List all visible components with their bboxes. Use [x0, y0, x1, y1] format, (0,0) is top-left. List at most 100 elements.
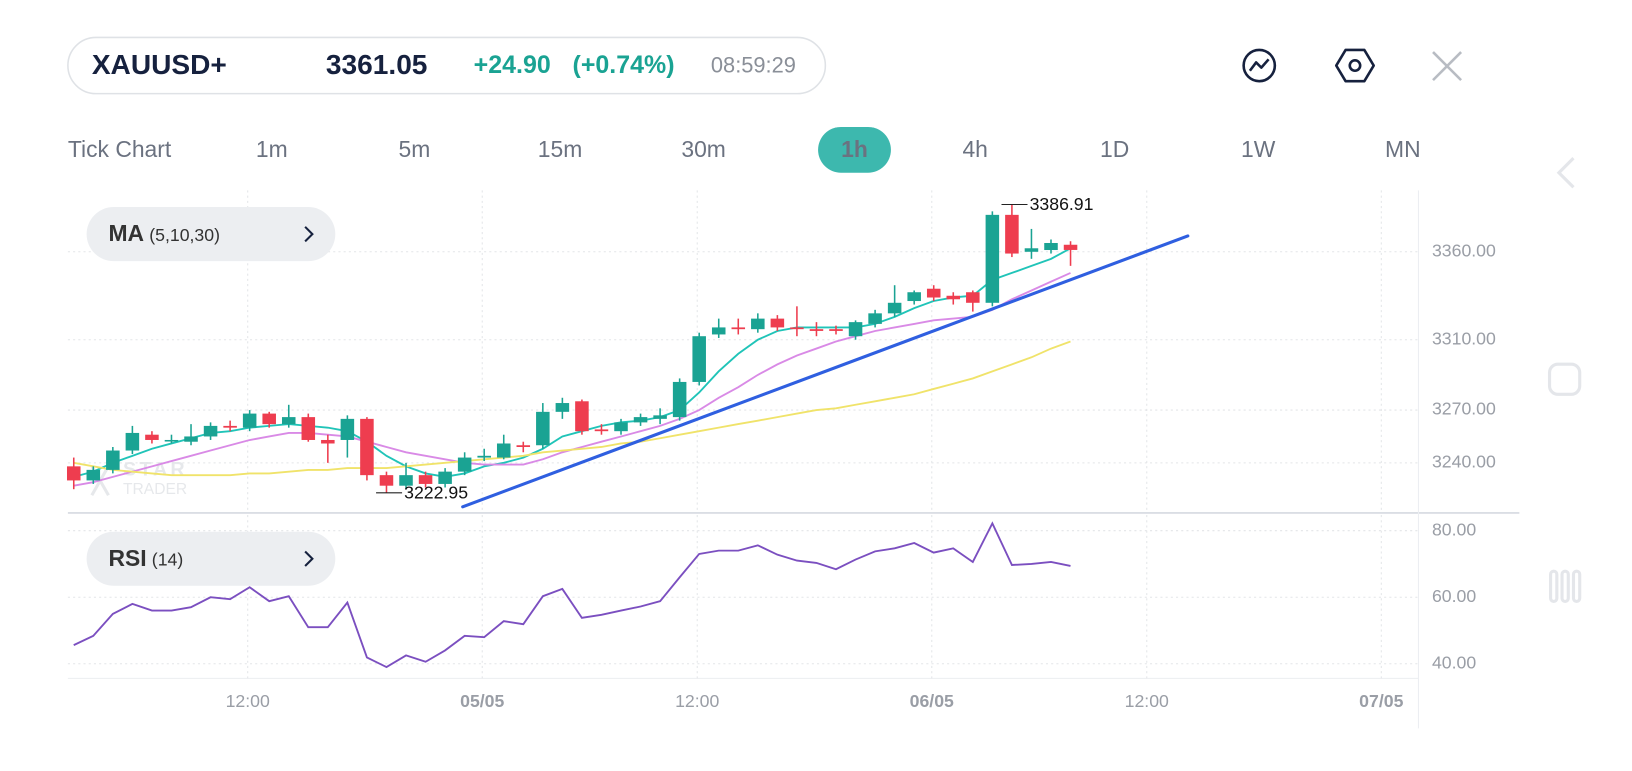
- extreme-label: 3386.91: [1030, 194, 1094, 214]
- timeframe-bar: Tick Chart 1m 5m 15m 30m 1h 4h 1D 1W MN: [68, 126, 1421, 173]
- candle-body: [1044, 242, 1058, 251]
- candle-body: [868, 313, 882, 324]
- candle-body: [516, 445, 531, 448]
- candle-body: [457, 457, 472, 472]
- candle-body: [751, 318, 765, 330]
- panel: 3240.00 3270.00 3310.00 3360.00 3386.91 3222.…: [66, 190, 1496, 513]
- timeframe-tab[interactable]: 5m: [398, 136, 430, 162]
- candle-body: [848, 322, 863, 337]
- layout-icon[interactable]: [1547, 362, 1582, 396]
- rsi-line: [73, 521, 1071, 669]
- candle-body: [340, 418, 355, 440]
- timeframe-tab[interactable]: 1h: [841, 136, 868, 162]
- candle-body: [438, 471, 452, 484]
- candle-body: [223, 425, 237, 428]
- symbol-bar: [67, 36, 827, 95]
- candle-body: [731, 327, 746, 330]
- timeframe-tab[interactable]: 4h: [962, 136, 987, 162]
- price-change-pct: (+0.74%): [573, 51, 675, 79]
- candle-body: [887, 302, 902, 314]
- candle-body: [907, 292, 921, 302]
- candle-body: [1024, 248, 1039, 252]
- candle-body: [301, 417, 316, 440]
- moving-average-line: [73, 247, 1071, 478]
- timeframe-tab[interactable]: 15m: [538, 136, 583, 162]
- timeframe-tab[interactable]: 1D: [1100, 136, 1129, 162]
- indicator-params: (14): [152, 549, 183, 569]
- candle-body: [614, 422, 628, 432]
- indicator-name: MA: [108, 220, 144, 246]
- candle-body: [555, 403, 570, 412]
- quote-time: 08:59:29: [711, 52, 796, 77]
- candle-body: [575, 401, 589, 432]
- close-button[interactable]: [1432, 51, 1463, 82]
- y-tick-label: 3270.00: [1432, 399, 1496, 419]
- candle-body: [281, 417, 296, 425]
- indicator-chevron: [304, 550, 314, 567]
- candle-body: [418, 475, 433, 484]
- candle-body: [536, 411, 550, 446]
- watermark-text: TRADER: [123, 481, 187, 498]
- candle-body: [926, 288, 941, 298]
- indicator-pill[interactable]: [86, 207, 336, 262]
- candle-body: [321, 439, 335, 444]
- y-tick-label: 40.00: [1432, 652, 1476, 672]
- y-tick-label: 60.00: [1432, 586, 1476, 606]
- timeframe-tab[interactable]: 30m: [681, 136, 726, 162]
- candle-body: [809, 329, 824, 331]
- candle-body: [496, 443, 511, 458]
- symbol: XAUUSD+: [92, 49, 227, 80]
- watermark-text: STAR: [123, 459, 188, 481]
- timeframe-tab[interactable]: 1m: [256, 136, 288, 162]
- candle-body: [86, 469, 101, 481]
- candle-body: [477, 455, 491, 458]
- price-change: +24.90: [474, 51, 551, 79]
- x-tick-label: 06/05: [910, 691, 954, 711]
- candle-body: [262, 413, 276, 425]
- candle-body: [946, 295, 961, 300]
- candle-body: [1063, 244, 1078, 250]
- candle-body: [633, 417, 648, 423]
- moving-average-line: [73, 340, 1071, 477]
- candle-body: [203, 425, 218, 437]
- timeframe-tab[interactable]: Tick Chart: [68, 136, 172, 162]
- y-tick-label: 3310.00: [1432, 328, 1496, 348]
- candle-body: [184, 436, 198, 442]
- indicator-button[interactable]: [1242, 48, 1277, 83]
- indicator-pill[interactable]: [86, 531, 336, 586]
- extreme-label: 3222.95: [404, 483, 468, 503]
- candle-body: [125, 432, 140, 451]
- candle-body: [770, 318, 785, 328]
- candle-body: [145, 434, 159, 440]
- timeframe-tab[interactable]: MN: [1385, 136, 1421, 162]
- x-tick-label: 12:00: [1125, 691, 1169, 711]
- columns-icon[interactable]: [1549, 569, 1582, 603]
- y-tick-label: 80.00: [1432, 519, 1476, 539]
- indicator-name: RSI: [108, 545, 146, 571]
- candle-body: [790, 327, 804, 330]
- timeframe-tab[interactable]: 1W: [1241, 136, 1276, 162]
- x-tick-label: 12:00: [675, 691, 719, 711]
- candle-body: [985, 214, 1000, 303]
- collapse-icon[interactable]: [1556, 157, 1575, 189]
- settings-button[interactable]: [1334, 48, 1376, 83]
- candle-body: [360, 418, 374, 476]
- indicator-params: (5,10,30): [149, 225, 220, 245]
- timeframe-active: [818, 126, 891, 173]
- x-tick-label: 05/05: [460, 691, 504, 711]
- candle-body: [829, 329, 843, 331]
- candle-body: [653, 415, 667, 419]
- candle-body: [711, 327, 726, 335]
- candle-body: [66, 466, 81, 481]
- y-tick-label: 3240.00: [1432, 452, 1496, 472]
- candle-body: [594, 429, 609, 432]
- candle-body: [242, 413, 257, 428]
- candle-body: [1005, 214, 1019, 254]
- indicator-chevron: [304, 226, 314, 243]
- candle-body: [106, 450, 120, 470]
- candle-body: [164, 439, 179, 442]
- y-tick-label: 3360.00: [1432, 240, 1496, 260]
- plot-area: 3240.00 3270.00 3310.00 3360.00 3386.91 3222.…: [66, 190, 1496, 711]
